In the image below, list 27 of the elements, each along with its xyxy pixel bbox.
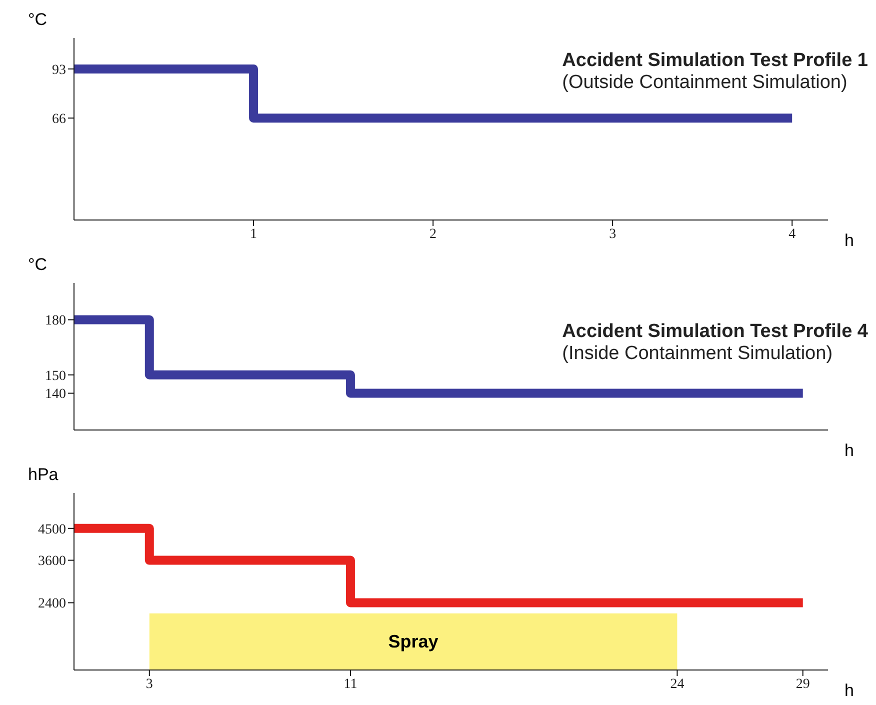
x-tick-label: 24 [670, 676, 684, 692]
y-tick-label: 4500 [38, 522, 66, 538]
y-tick-label: 140 [45, 387, 66, 402]
text: Accident Simulation Test Profile 4 [562, 321, 868, 343]
series-label: Spray [388, 631, 438, 652]
y-axis-title: °C [28, 255, 48, 275]
x-axis-title: h [844, 681, 854, 701]
x-tick-label: 2 [430, 226, 437, 242]
text: (Inside Containment Simulation) [562, 343, 834, 365]
text: (Outside Containment Simulation) [562, 72, 848, 94]
x-tick-label: 29 [796, 676, 810, 692]
y-tick-label: 2400 [38, 596, 66, 612]
y-tick-label: 93 [52, 62, 66, 78]
text: Accident Simulation Test Profile 1 [562, 50, 868, 72]
y-tick-label: 150 [45, 368, 66, 384]
x-axis-title: h [844, 441, 854, 461]
x-tick-label: 3 [146, 676, 153, 692]
x-tick-label: 4 [788, 226, 796, 242]
y-tick-label: 66 [52, 112, 66, 128]
y-axis-title: °C [28, 10, 48, 30]
y-tick-label: 180 [45, 314, 66, 329]
x-axis-title: h [844, 231, 854, 251]
x-tick-label: 1 [250, 226, 258, 242]
y-tick-label: 3600 [38, 554, 66, 570]
y-axis-title: hPa [28, 465, 58, 485]
x-tick-label: 11 [344, 676, 358, 692]
x-tick-label: 3 [609, 226, 616, 242]
